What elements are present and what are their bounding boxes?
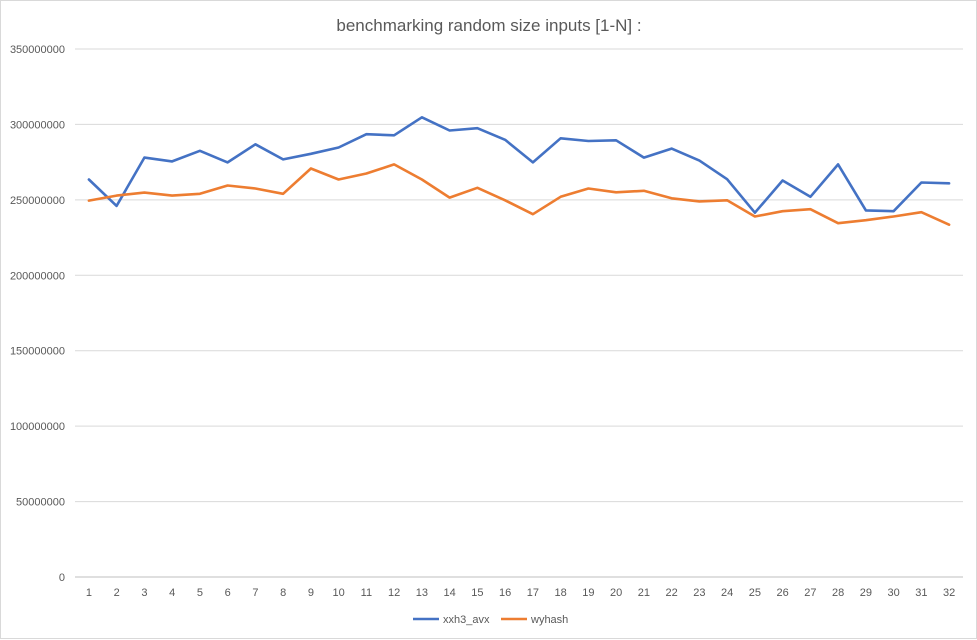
- y-tick-label: 200000000: [10, 270, 65, 282]
- y-tick-label: 100000000: [10, 421, 65, 433]
- x-tick-label: 23: [693, 587, 705, 599]
- x-tick-label: 12: [388, 587, 400, 599]
- x-tick-label: 14: [444, 587, 456, 599]
- legend-label: wyhash: [530, 614, 568, 626]
- x-tick-label: 19: [582, 587, 594, 599]
- series-line-xxh3-avx: [87, 116, 951, 214]
- x-tick-label: 18: [555, 587, 567, 599]
- y-tick-label: 250000000: [10, 195, 65, 207]
- series-line-wyhash: [87, 163, 951, 226]
- y-tick-label: 350000000: [10, 44, 65, 56]
- y-axis-ticks: 0 50000000 100000000 150000000 200000000 2500…: [10, 44, 65, 584]
- x-tick-label: 30: [888, 587, 900, 599]
- x-tick-label: 1: [86, 587, 92, 599]
- series-lines: [87, 116, 951, 226]
- legend-label: xxh3_avx: [443, 614, 490, 626]
- x-tick-label: 3: [141, 587, 147, 599]
- x-tick-label: 17: [527, 587, 539, 599]
- y-tick-label: 0: [59, 572, 65, 584]
- x-tick-label: 24: [721, 587, 733, 599]
- x-tick-label: 25: [749, 587, 761, 599]
- x-tick-label: 21: [638, 587, 650, 599]
- x-tick-label: 15: [471, 587, 483, 599]
- chart-title: benchmarking random size inputs [1-N] :: [336, 16, 641, 35]
- gridlines: [75, 48, 963, 578]
- x-tick-label: 2: [114, 587, 120, 599]
- x-tick-label: 5: [197, 587, 203, 599]
- x-tick-label: 13: [416, 587, 428, 599]
- x-tick-label: 29: [860, 587, 872, 599]
- x-tick-label: 7: [252, 587, 258, 599]
- legend: xxh3_avx wyhash: [413, 614, 568, 626]
- x-tick-label: 10: [333, 587, 345, 599]
- x-tick-label: 28: [832, 587, 844, 599]
- y-tick-label: 50000000: [16, 497, 65, 509]
- y-tick-label: 300000000: [10, 119, 65, 131]
- x-tick-label: 4: [169, 587, 175, 599]
- x-tick-label: 27: [804, 587, 816, 599]
- x-tick-label: 11: [361, 587, 372, 599]
- x-tick-label: 32: [943, 587, 955, 599]
- x-tick-label: 22: [666, 587, 678, 599]
- y-tick-label: 150000000: [10, 346, 65, 358]
- x-tick-label: 26: [777, 587, 789, 599]
- x-tick-label: 16: [499, 587, 511, 599]
- x-tick-label: 20: [610, 587, 622, 599]
- x-tick-label: 8: [280, 587, 286, 599]
- x-tick-label: 6: [225, 587, 231, 599]
- x-tick-label: 31: [915, 587, 927, 599]
- x-axis-ticks: 1 2 3 4 5 6 7 8 9 10 11 12 13 14 15 16 17 18 19 20 21 22 23 24 2…: [86, 587, 955, 599]
- x-tick-label: 9: [308, 587, 314, 599]
